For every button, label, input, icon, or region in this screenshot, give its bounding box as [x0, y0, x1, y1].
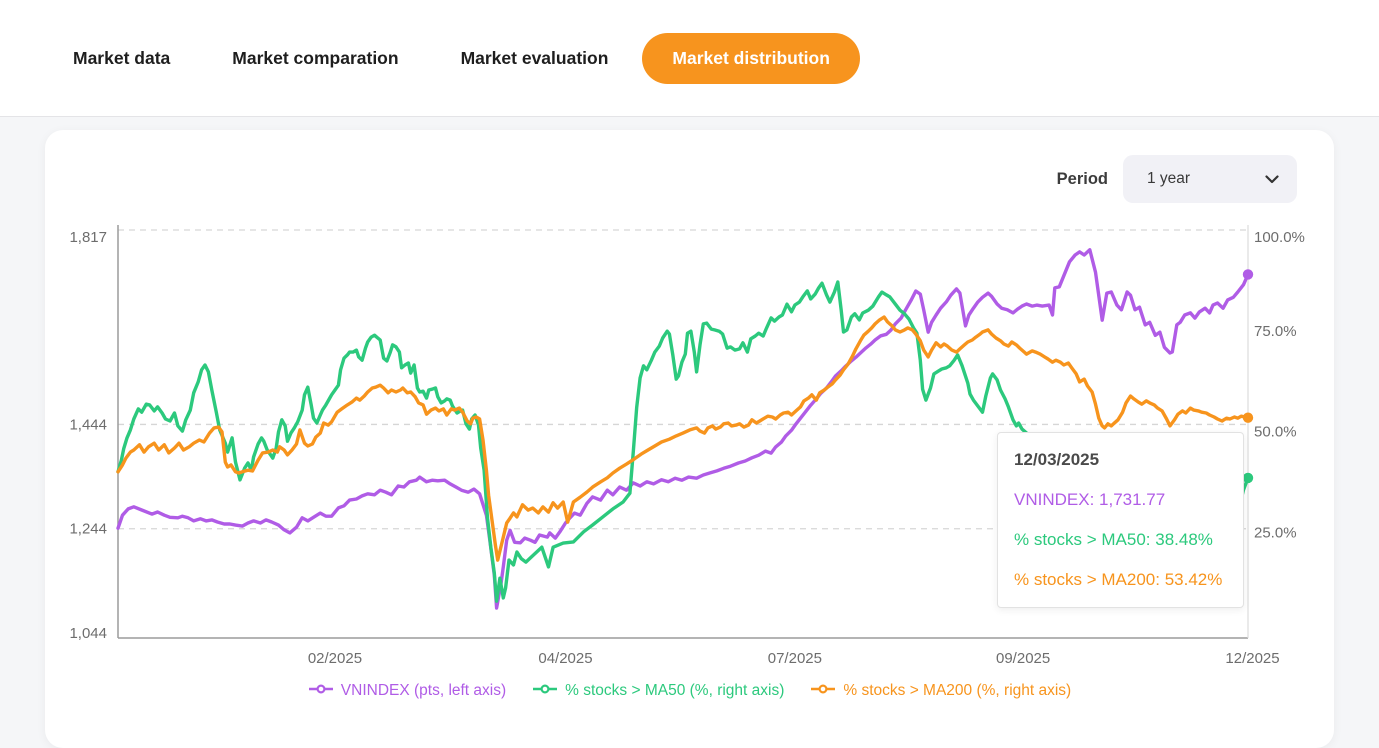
svg-text:100.0%: 100.0%	[1254, 229, 1305, 246]
svg-text:1,044: 1,044	[69, 625, 107, 642]
tooltip-date: 12/03/2025	[1014, 450, 1100, 469]
line-marker-icon	[810, 682, 836, 700]
svg-text:25.0%: 25.0%	[1254, 524, 1297, 541]
svg-text:1,817: 1,817	[69, 229, 107, 246]
svg-text:07/2025: 07/2025	[768, 650, 822, 667]
tab-bar: Market data Market comparation Market ev…	[0, 0, 1379, 117]
tab-market-data[interactable]: Market data	[73, 47, 171, 68]
period-control: Period 1 year	[1057, 155, 1297, 203]
svg-text:50.0%: 50.0%	[1254, 424, 1297, 441]
market-distribution-panel: Period 1 year 1,817 1,444 1,244 1,044 100.0%…	[45, 130, 1334, 748]
tab-market-distribution[interactable]: Market distribution	[642, 32, 860, 84]
legend-label: % stocks > MA50 (%, right axis)	[565, 682, 785, 699]
svg-text:75.0%: 75.0%	[1254, 323, 1297, 340]
svg-text:12/2025: 12/2025	[1225, 650, 1279, 667]
svg-text:04/2025: 04/2025	[538, 650, 592, 667]
market-distribution-chart[interactable]: 1,817 1,444 1,244 1,044 100.0% 75.0% 50.0% 25.0…	[45, 130, 1334, 748]
svg-text:1,244: 1,244	[69, 521, 107, 538]
line-marker-icon	[308, 682, 334, 700]
svg-text:1,444: 1,444	[69, 416, 107, 433]
legend-label: VNINDEX (pts, left axis)	[340, 682, 507, 699]
legend-item-vnindex[interactable]: VNINDEX (pts, left axis)	[308, 682, 506, 700]
line-marker-icon	[532, 682, 558, 700]
legend-item-ma200[interactable]: % stocks > MA200 (%, right axis)	[810, 682, 1071, 700]
period-select[interactable]: 1 year	[1123, 155, 1297, 203]
svg-text:09/2025: 09/2025	[996, 650, 1050, 667]
chevron-down-icon	[1265, 174, 1279, 184]
tooltip-vnindex-value: VNINDEX: 1,731.77	[1014, 490, 1166, 509]
chart-tooltip: 12/03/2025 VNINDEX: 1,731.77 % stocks > …	[997, 432, 1244, 608]
legend-item-ma50[interactable]: % stocks > MA50 (%, right axis)	[532, 682, 784, 700]
tooltip-ma50-value: % stocks > MA50: 38.48%	[1014, 530, 1213, 549]
period-label: Period	[1056, 169, 1108, 188]
tab-market-evaluation[interactable]: Market evaluation	[460, 47, 609, 68]
chart-legend: VNINDEX (pts, left axis) % stocks > MA50…	[45, 682, 1334, 700]
tooltip-ma200-value: % stocks > MA200: 53.42%	[1014, 570, 1223, 589]
tab-market-comparation[interactable]: Market comparation	[232, 47, 399, 68]
svg-text:02/2025: 02/2025	[308, 650, 362, 667]
legend-label: % stocks > MA200 (%, right axis)	[843, 682, 1072, 699]
period-selected-value: 1 year	[1147, 170, 1191, 187]
